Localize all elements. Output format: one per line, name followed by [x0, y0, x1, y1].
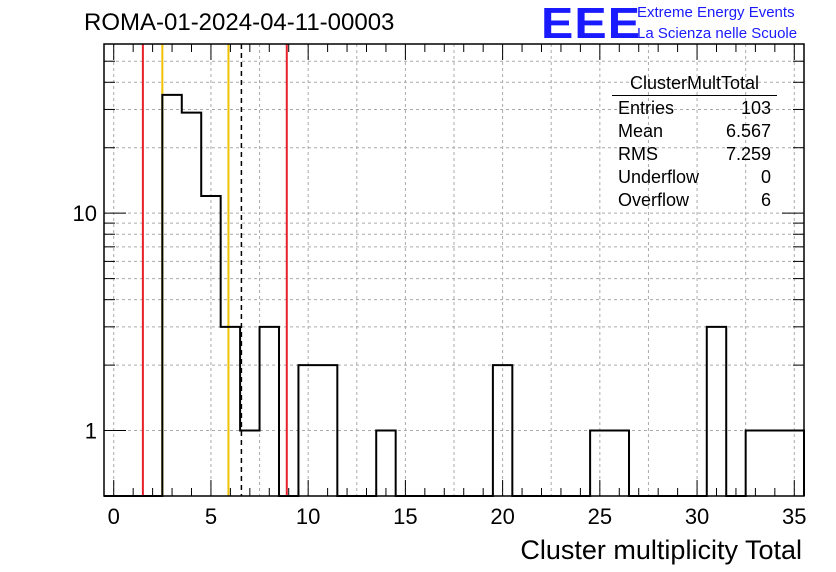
histogram-bin	[707, 327, 726, 496]
stats-label: Underflow	[618, 167, 700, 187]
axis-ticks	[104, 43, 804, 496]
histogram-bin	[376, 431, 395, 496]
stats-value: 6	[760, 190, 771, 210]
chart-title: ROMA-01-2024-04-11-00003	[84, 9, 395, 36]
stats-value: 6.567	[725, 121, 771, 141]
stats-value: 103	[740, 98, 771, 118]
histogram-bin	[610, 431, 629, 496]
y-tick-label: 10	[73, 201, 97, 226]
eee-logo: EEE	[541, 0, 642, 48]
stats-label: RMS	[618, 144, 658, 164]
x-tick-label: 15	[393, 504, 417, 529]
histogram-bin	[746, 431, 765, 496]
x-tick-label: 25	[588, 504, 612, 529]
stats-row-entries: Entries 103	[612, 97, 777, 120]
x-tick-label: 10	[296, 504, 320, 529]
stats-row-overflow: Overflow 6	[612, 189, 777, 212]
stats-value: 7.259	[725, 144, 771, 164]
x-axis-label: Cluster multiplicity Total	[520, 535, 802, 565]
x-tick-labels: 0 5 10 15 20 25 30 35	[108, 504, 807, 529]
x-tick-label: 0	[108, 504, 120, 529]
histogram-bin	[765, 431, 784, 496]
histogram-bin	[162, 95, 181, 496]
y-tick-label: 1	[85, 419, 97, 444]
x-tick-label: 30	[685, 504, 709, 529]
histogram-bin	[240, 431, 259, 496]
stats-label: Entries	[618, 98, 675, 118]
x-tick-label: 35	[782, 504, 806, 529]
stats-label: Overflow	[618, 190, 690, 210]
plot-frame	[103, 43, 805, 497]
marker-lines	[141, 44, 288, 496]
stats-label: Mean	[618, 121, 664, 141]
stats-row-underflow: Underflow 0	[612, 166, 777, 189]
y-tick-labels: 1 10	[73, 201, 97, 443]
stats-value: 0	[760, 167, 771, 187]
histogram-bin	[260, 327, 279, 496]
logo-line-1: Extreme Energy Events	[637, 4, 795, 21]
logo-line-2: La Scienza nelle Scuole	[637, 25, 798, 42]
x-tick-label: 5	[205, 504, 217, 529]
stats-row-mean: Mean 6.567	[612, 120, 777, 143]
histogram-bin	[182, 113, 201, 496]
stats-title: ClusterMultTotal	[612, 72, 777, 96]
x-tick-label: 20	[490, 504, 514, 529]
stats-box: ClusterMultTotal Entries 103 Mean 6.567 …	[612, 72, 777, 212]
stats-row-rms: RMS 7.259	[612, 143, 777, 166]
histogram-bin	[221, 327, 240, 496]
